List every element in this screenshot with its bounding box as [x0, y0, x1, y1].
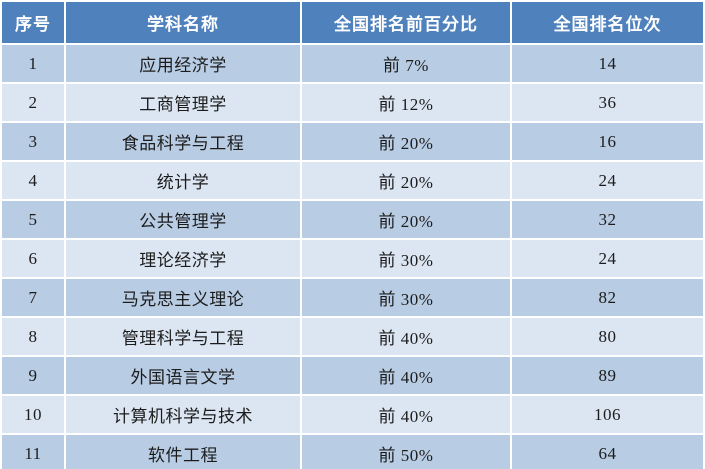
cell-rank: 36 — [512, 84, 703, 121]
cell-index: 11 — [2, 435, 64, 469]
cell-rank: 64 — [512, 435, 703, 469]
cell-subject: 外国语言文学 — [66, 357, 300, 394]
cell-percent: 前 50% — [302, 435, 510, 469]
cell-subject: 马克思主义理论 — [66, 279, 300, 316]
cell-percent: 前 30% — [302, 279, 510, 316]
table-header-row: 序号 学科名称 全国排名前百分比 全国排名位次 — [2, 2, 703, 43]
table-row: 5 公共管理学 前 20% 32 — [2, 201, 703, 238]
cell-subject: 食品科学与工程 — [66, 123, 300, 160]
cell-index: 8 — [2, 318, 64, 355]
cell-subject: 软件工程 — [66, 435, 300, 469]
header-percent: 全国排名前百分比 — [302, 2, 510, 43]
cell-index: 9 — [2, 357, 64, 394]
cell-index: 7 — [2, 279, 64, 316]
header-rank: 全国排名位次 — [512, 2, 703, 43]
cell-percent: 前 20% — [302, 123, 510, 160]
cell-rank: 14 — [512, 45, 703, 82]
table-row: 11 软件工程 前 50% 64 — [2, 435, 703, 469]
cell-percent: 前 30% — [302, 240, 510, 277]
cell-percent: 前 20% — [302, 162, 510, 199]
table-row: 8 管理科学与工程 前 40% 80 — [2, 318, 703, 355]
cell-rank: 24 — [512, 162, 703, 199]
cell-index: 4 — [2, 162, 64, 199]
cell-index: 3 — [2, 123, 64, 160]
table-row: 10 计算机科学与技术 前 40% 106 — [2, 396, 703, 433]
cell-index: 5 — [2, 201, 64, 238]
header-index: 序号 — [2, 2, 64, 43]
cell-index: 1 — [2, 45, 64, 82]
table-body: 1 应用经济学 前 7% 14 2 工商管理学 前 12% 36 3 食品科学与… — [2, 45, 703, 469]
table-row: 7 马克思主义理论 前 30% 82 — [2, 279, 703, 316]
table-row: 1 应用经济学 前 7% 14 — [2, 45, 703, 82]
cell-rank: 24 — [512, 240, 703, 277]
cell-index: 2 — [2, 84, 64, 121]
cell-subject: 计算机科学与技术 — [66, 396, 300, 433]
cell-index: 6 — [2, 240, 64, 277]
cell-subject: 管理科学与工程 — [66, 318, 300, 355]
table-row: 2 工商管理学 前 12% 36 — [2, 84, 703, 121]
cell-rank: 16 — [512, 123, 703, 160]
cell-percent: 前 20% — [302, 201, 510, 238]
header-subject: 学科名称 — [66, 2, 300, 43]
cell-rank: 80 — [512, 318, 703, 355]
cell-subject: 统计学 — [66, 162, 300, 199]
cell-index: 10 — [2, 396, 64, 433]
cell-rank: 89 — [512, 357, 703, 394]
cell-subject: 公共管理学 — [66, 201, 300, 238]
cell-percent: 前 40% — [302, 318, 510, 355]
cell-percent: 前 40% — [302, 357, 510, 394]
table-row: 4 统计学 前 20% 24 — [2, 162, 703, 199]
cell-rank: 82 — [512, 279, 703, 316]
cell-subject: 理论经济学 — [66, 240, 300, 277]
cell-rank: 32 — [512, 201, 703, 238]
cell-subject: 工商管理学 — [66, 84, 300, 121]
cell-subject: 应用经济学 — [66, 45, 300, 82]
cell-percent: 前 7% — [302, 45, 510, 82]
cell-rank: 106 — [512, 396, 703, 433]
cell-percent: 前 12% — [302, 84, 510, 121]
table-row: 9 外国语言文学 前 40% 89 — [2, 357, 703, 394]
cell-percent: 前 40% — [302, 396, 510, 433]
table-row: 3 食品科学与工程 前 20% 16 — [2, 123, 703, 160]
table-row: 6 理论经济学 前 30% 24 — [2, 240, 703, 277]
